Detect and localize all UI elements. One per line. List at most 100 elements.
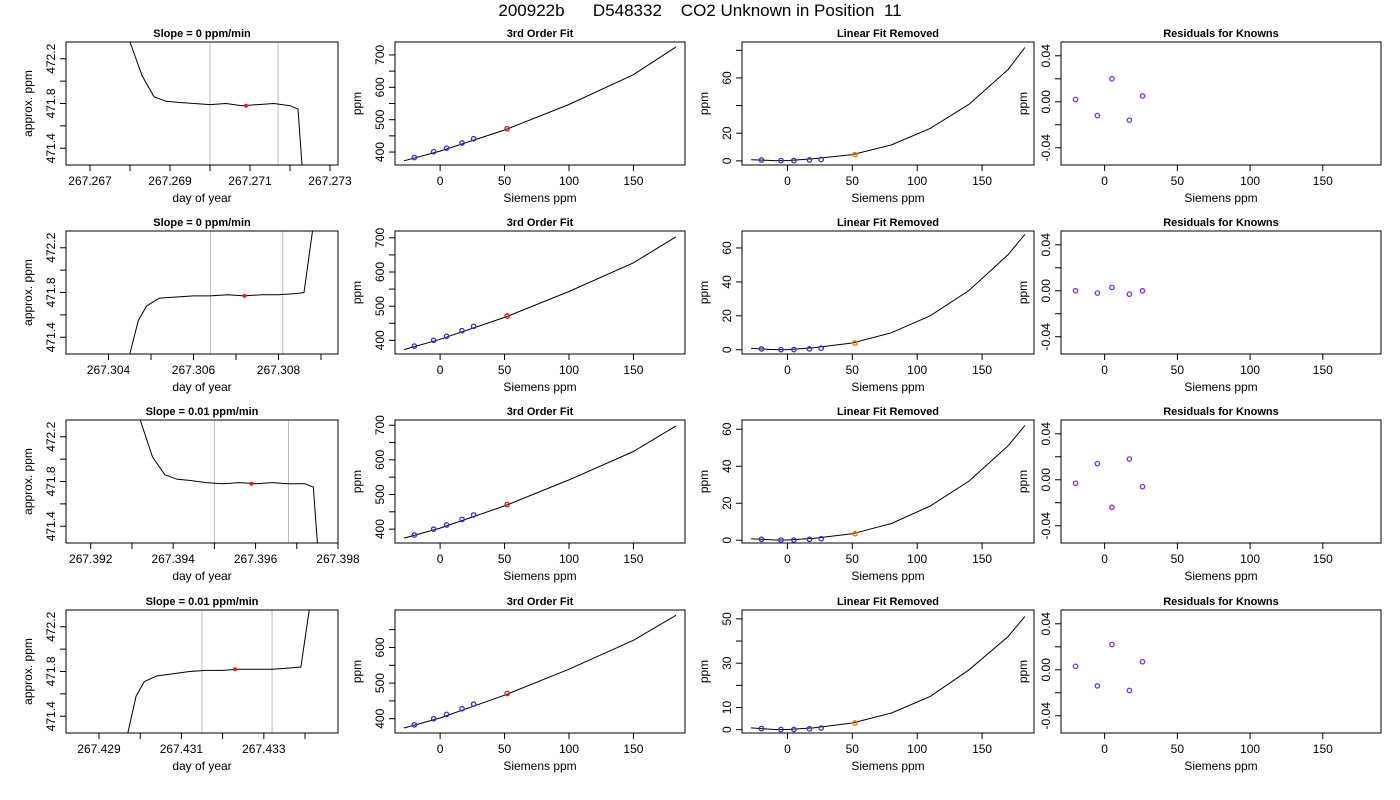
x-axis-label: Siemens ppm: [851, 569, 924, 583]
y-tick-label: -0.04: [1039, 512, 1053, 540]
y-tick-label: 60: [720, 422, 734, 436]
y-axis-label: approx. ppm: [21, 70, 35, 137]
fit-curve: [403, 46, 677, 162]
panel-linear-removed: Linear Fit Removed 0 50 100 150 0 20 40 60 Siemen…: [697, 406, 1035, 583]
y-tick-label: 50: [720, 612, 734, 626]
fit-curve: [403, 614, 677, 729]
known-point: [470, 323, 477, 330]
x-axis-label: Siemens ppm: [1184, 380, 1257, 394]
x-tick-label: 0: [784, 174, 791, 188]
known-point: [470, 512, 477, 518]
panel-title: Residuals for Knowns: [1163, 596, 1279, 608]
y-axis-label: ppm: [350, 281, 364, 304]
plot-frame: [65, 41, 339, 166]
fit-curve: [751, 234, 1026, 351]
known-point: [470, 135, 477, 142]
known-point: [459, 705, 465, 712]
x-tick-label: 150: [1313, 363, 1333, 377]
known-point: [806, 346, 813, 352]
known-point: [1072, 287, 1079, 294]
y-axis-label: ppm: [350, 660, 364, 683]
known-point: [1126, 687, 1133, 694]
known-point: [443, 145, 450, 152]
known-point: [806, 725, 813, 732]
y-tick-label: 600: [373, 637, 387, 657]
known-point: [459, 516, 465, 523]
x-axis-label: Siemens ppm: [503, 759, 576, 773]
panel-linear-removed: Linear Fit Removed 0 50 100 150 0 10 30 50 Siemen…: [697, 596, 1035, 773]
panel-fit: 3rd Order Fit 0 50 100 150 400 500 600 700 Siemen…: [350, 217, 686, 394]
x-tick-label: 100: [559, 552, 579, 566]
x-tick-label: 50: [498, 552, 512, 566]
known-point: [791, 726, 797, 733]
y-axis-label: ppm: [350, 470, 364, 493]
x-axis-label: Siemens ppm: [503, 380, 576, 394]
plot-frame: [394, 609, 686, 734]
panel-title: 3rd Order Fit: [507, 28, 574, 40]
x-tick-label: 150: [972, 174, 992, 188]
y-tick-label: 60: [720, 71, 734, 85]
y-tick-label: 600: [373, 450, 387, 470]
mean-marker-point: [244, 103, 248, 108]
y-axis-label: ppm: [697, 92, 711, 115]
y-tick-label: 472.2: [44, 232, 58, 262]
x-tick-label: 267.269: [148, 174, 192, 188]
x-tick-label: 150: [1313, 742, 1333, 756]
known-point: [806, 157, 813, 163]
y-tick-label: 500: [373, 109, 387, 129]
x-tick-label: 100: [1240, 174, 1260, 188]
known-point: [430, 526, 437, 532]
y-tick-label: 700: [373, 415, 387, 435]
x-tick-label: 100: [559, 174, 579, 188]
figure-title: 200922b D548332 CO2 Unknown in Position …: [498, 1, 902, 20]
y-tick-label: 0.04: [1039, 44, 1053, 68]
known-point: [778, 726, 784, 733]
x-tick-label: 267.271: [228, 174, 272, 188]
x-tick-label: 150: [972, 552, 992, 566]
x-tick-label: 150: [623, 363, 643, 377]
plot-frame: [1060, 41, 1382, 166]
panel-residuals: Residuals for Knowns 0 50 100 150 -0.04 0.00 0.…: [1016, 596, 1382, 773]
known-point: [1109, 284, 1115, 291]
panel-title: Linear Fit Removed: [837, 406, 939, 418]
y-tick-label: 471.8: [44, 656, 58, 686]
known-point: [818, 725, 825, 731]
known-point: [1094, 683, 1101, 689]
unknown-point: [504, 690, 511, 697]
unknown-point: [504, 313, 511, 319]
y-tick-label: 471.8: [44, 88, 58, 118]
y-tick-label: 500: [373, 296, 387, 316]
y-tick-label: 600: [373, 262, 387, 282]
x-axis-label: Siemens ppm: [1184, 191, 1257, 205]
y-tick-label: 700: [373, 45, 387, 65]
y-tick-label: 0: [720, 537, 734, 544]
known-point: [818, 156, 825, 163]
x-tick-label: 0: [1101, 363, 1108, 377]
x-tick-label: 267.433: [242, 742, 286, 756]
plot-frame: [65, 230, 339, 355]
x-axis-label: day of year: [172, 759, 231, 773]
known-point: [430, 337, 437, 344]
y-tick-label: 0: [720, 726, 734, 733]
x-tick-label: 50: [1171, 363, 1185, 377]
known-point: [411, 154, 418, 161]
known-point: [1094, 460, 1101, 467]
y-axis-label: approx. ppm: [21, 448, 35, 515]
y-axis-label: ppm: [697, 470, 711, 493]
y-tick-label: 400: [373, 519, 387, 539]
x-tick-label: 0: [437, 742, 444, 756]
known-point: [1109, 504, 1115, 511]
panel-time-series: Slope = 0.01 ppm/min 267.429 267.431 267.43…: [21, 596, 339, 773]
panel-title: 3rd Order Fit: [507, 596, 574, 608]
y-tick-label: -0.04: [1039, 702, 1053, 730]
y-tick-label: -0.04: [1039, 323, 1053, 351]
panel-title: Slope = 0 ppm/min: [153, 217, 251, 229]
panel-fit: 3rd Order Fit 0 50 100 150 400 500 600 Siemens p…: [350, 596, 686, 773]
known-point: [778, 157, 784, 164]
x-tick-label: 100: [1240, 742, 1260, 756]
panel-residuals: Residuals for Knowns 0 50 100 150 -0.04 0.00 0.…: [1016, 28, 1382, 205]
y-tick-label: 0: [720, 346, 734, 353]
concentration-trace: [139, 420, 318, 543]
panel-residuals: Residuals for Knowns 0 50 100 150 -0.04 0.00 0.…: [1016, 406, 1382, 583]
x-axis-label: day of year: [172, 380, 231, 394]
